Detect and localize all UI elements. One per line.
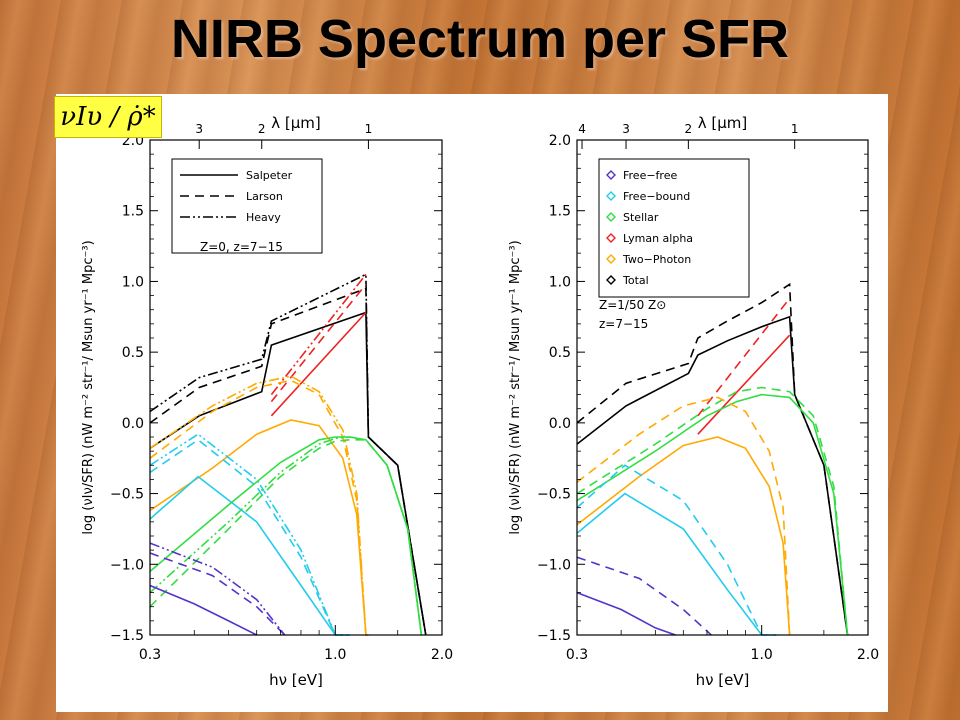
series-line-0-17 (149, 542, 286, 636)
legend-label: Free−bound (623, 190, 690, 203)
top-tick-label: 4 (578, 122, 586, 136)
y-tick-label: 0.0 (549, 416, 571, 432)
x-tick-label: 2.0 (857, 647, 879, 663)
annotation-text: Z=1/50 Z⊙ (599, 298, 666, 312)
y-tick-label: 1.0 (122, 274, 144, 290)
top-tick-label: 2 (685, 122, 693, 136)
y-tick-label: −0.5 (537, 487, 571, 503)
series-line-0-12 (149, 436, 423, 636)
top-axis-label: λ [μm] (271, 114, 321, 132)
legend-marker (606, 275, 616, 285)
series-line-0-4 (270, 283, 367, 403)
series-line-0-10 (149, 438, 350, 636)
series-line-0-5 (270, 273, 367, 396)
series-line-0-7 (149, 379, 369, 636)
y-tick-label: 0.0 (122, 416, 144, 432)
legend-marker (606, 233, 616, 243)
series-line-heavy (149, 273, 427, 636)
y-tick-label: 1.5 (549, 204, 571, 220)
series-line-1-11 (576, 556, 712, 636)
plot-frame (576, 139, 869, 636)
formula-badge: νIυ / ρ̇* (54, 96, 162, 138)
x-tick-label: 1.0 (324, 647, 346, 663)
series-line-0-11 (149, 433, 350, 636)
legend-label: Lyman alpha (623, 232, 693, 245)
legend-label: Total (622, 274, 649, 287)
y-tick-label: 1.5 (122, 204, 144, 220)
legend-label: Heavy (246, 211, 281, 224)
top-tick-label: 2 (258, 122, 266, 136)
x-tick-label: 0.3 (139, 647, 161, 663)
y-tick-label: 1.0 (549, 274, 571, 290)
series-line-1-5 (576, 386, 849, 636)
y-tick-label: −1.0 (537, 557, 571, 573)
top-axis-label: λ [μm] (698, 114, 748, 132)
series-line-1-6 (576, 436, 791, 636)
series-line-0-13 (149, 438, 423, 636)
x-axis-label: hν [eV] (696, 671, 750, 689)
legend-box (171, 158, 323, 254)
series-line-0-9 (149, 475, 350, 636)
series-line-1-9 (576, 464, 777, 636)
y-axis-label: log (νIν/SFR) (nW m⁻² str⁻¹/ Msun yr⁻¹ M… (508, 240, 523, 534)
legend-marker (606, 212, 616, 222)
x-axis-label: hν [eV] (269, 671, 323, 689)
series-line-1-7 (576, 396, 791, 636)
y-tick-label: −0.5 (110, 487, 144, 503)
series-line-0-16 (149, 552, 286, 636)
x-tick-label: 1.0 (751, 647, 773, 663)
series-line-1-10 (576, 591, 676, 636)
series-line-0-6 (149, 419, 369, 636)
y-tick-label: −1.0 (110, 557, 144, 573)
y-tick-label: 0.5 (122, 345, 144, 361)
top-tick-label: 3 (195, 122, 203, 136)
legend-label: Two−Photon (622, 253, 691, 266)
legend-marker (606, 170, 616, 180)
series-line-0-8 (149, 375, 369, 636)
y-tick-label: 2.0 (549, 133, 571, 149)
top-tick-label: 1 (365, 122, 373, 136)
series-line-1-2 (697, 334, 791, 435)
series-line-0-14 (149, 436, 423, 636)
legend-label: Salpeter (246, 169, 293, 182)
y-axis-label: log (νIν/SFR) (nW m⁻² str⁻¹/ Msun yr⁻¹ M… (81, 240, 96, 534)
slide-title: NIRB Spectrum per SFR (170, 9, 790, 69)
legend-marker (606, 254, 616, 264)
series-line-salpeter (149, 311, 427, 636)
legend-label: Larson (246, 190, 283, 203)
y-tick-label: −1.5 (537, 628, 571, 644)
top-tick-label: 3 (622, 122, 630, 136)
series-line-0-3 (270, 311, 367, 417)
annotation-text: z=7−15 (599, 317, 648, 331)
series-line-1-4 (576, 393, 849, 636)
x-tick-label: 2.0 (431, 647, 453, 663)
y-tick-label: −1.5 (110, 628, 144, 644)
annotation-text: Z=0, z=7−15 (200, 240, 283, 254)
legend-label: Free−free (623, 169, 677, 182)
legend-label: Stellar (623, 211, 659, 224)
series-line-1-3 (697, 297, 791, 417)
plot-frame (149, 139, 443, 636)
series-line-1-1 (576, 282, 849, 636)
series-line-0-15 (149, 584, 258, 636)
top-tick-label: 1 (791, 122, 799, 136)
legend-box (598, 158, 750, 298)
legend-marker (606, 191, 616, 201)
y-tick-label: 0.5 (549, 345, 571, 361)
x-tick-label: 0.3 (566, 647, 588, 663)
series-line-1-8 (576, 492, 777, 636)
figure-svg: −1.5 −1.0 −0.5 0.0 0.5 1.0 1.5 2.0 0.3 1.0 2.0 3 2 1 h… (81, 114, 879, 689)
